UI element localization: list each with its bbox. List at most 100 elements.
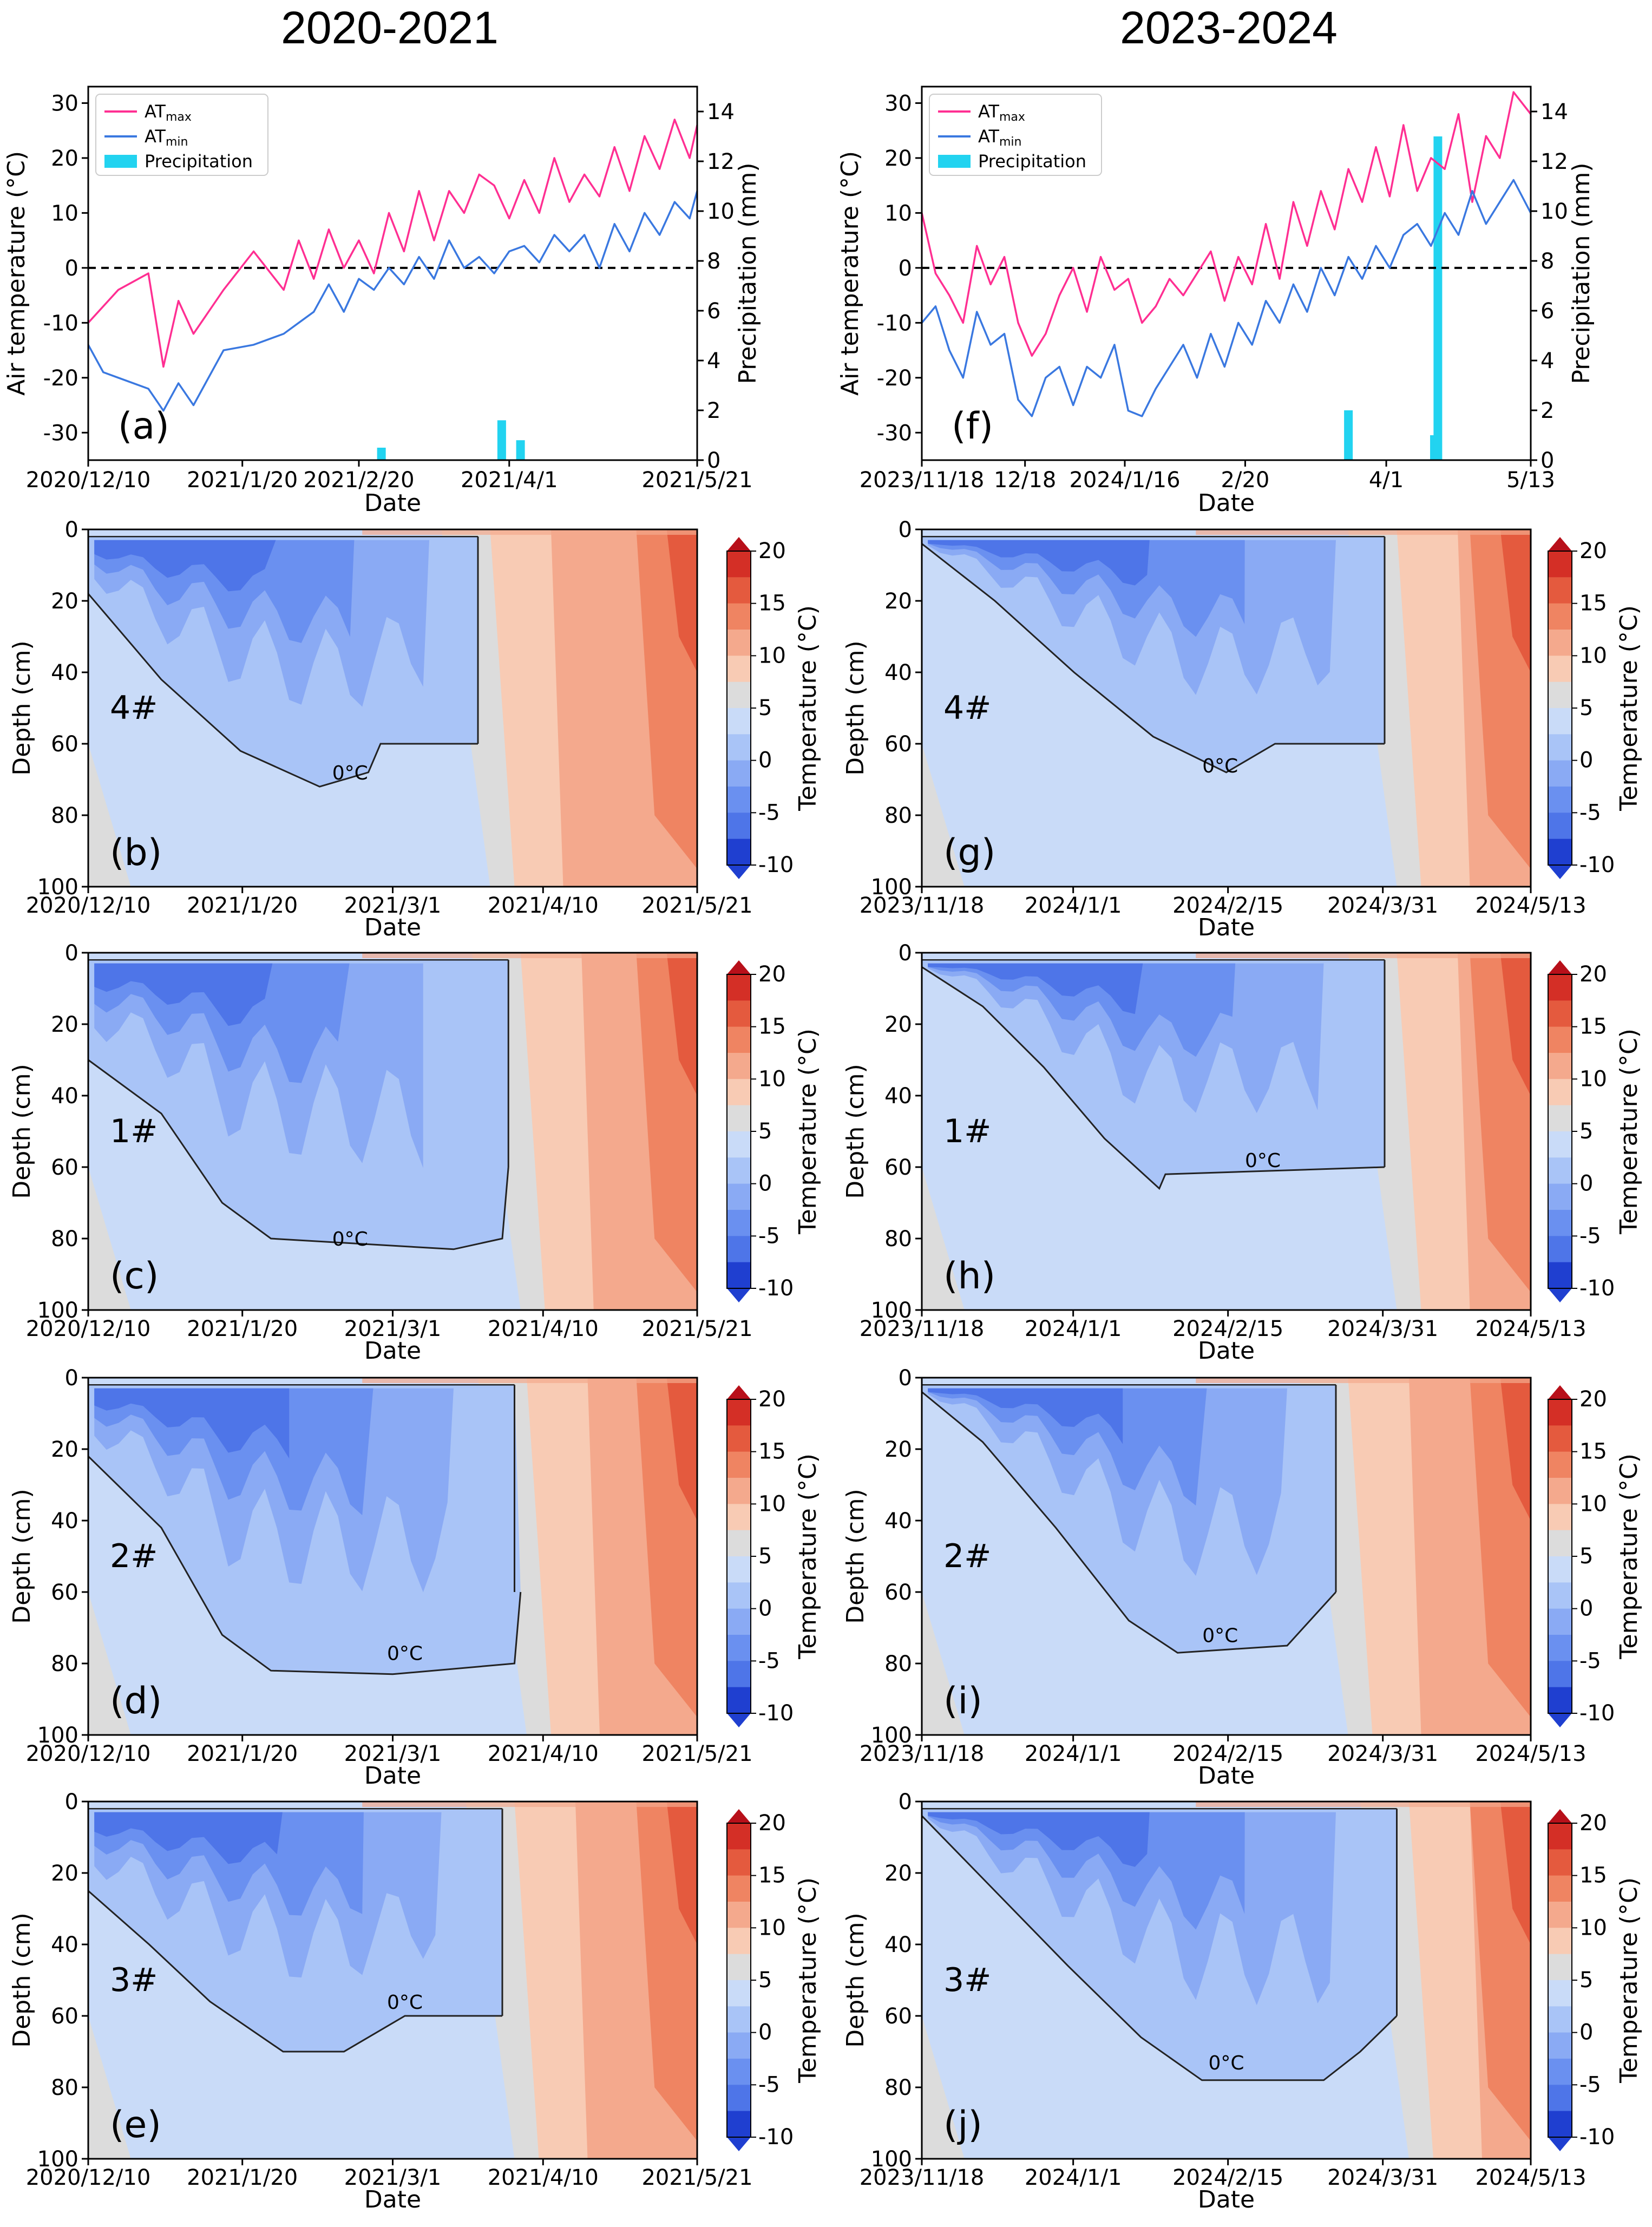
zero-isotherm-label: 0°C	[387, 1642, 423, 1665]
colorbar-extend-min	[1548, 1288, 1572, 1302]
colorbar-band	[727, 1530, 751, 1557]
colorbar-band	[1548, 813, 1572, 840]
atmax-line-point	[433, 239, 435, 241]
site-label: 2#	[943, 1537, 991, 1575]
y-axis-label: Air temperature (°C)	[3, 151, 30, 396]
colorbar-tick-label: 5	[1579, 696, 1593, 720]
colorbar-band	[727, 1210, 751, 1236]
x-tick-label: 2021/4/10	[488, 2165, 599, 2190]
site-label: 4#	[110, 689, 158, 727]
atmax-line-point	[343, 267, 345, 269]
atmin-line-point	[1444, 212, 1446, 214]
atmin-line-point	[673, 201, 676, 203]
atmin-line-point	[508, 250, 510, 252]
colorbar-band	[1548, 1980, 1572, 2007]
atmax-line-point	[1072, 267, 1074, 269]
site-label: 3#	[110, 1961, 158, 1999]
contour-band-5-10	[922, 744, 965, 887]
colorbar-band	[1548, 1849, 1572, 1876]
precip-bar	[1433, 136, 1443, 460]
x-tick-label: 2021/3/1	[344, 893, 442, 918]
atmin-line-point	[644, 212, 646, 214]
y-tick-label: 60	[884, 732, 912, 757]
y-tick-label: 100	[871, 1298, 912, 1323]
y-tick-label: 0	[65, 941, 78, 966]
atmin-line-point	[1127, 410, 1129, 412]
panel-letter: (e)	[110, 2104, 161, 2146]
atmax-line-point	[538, 212, 540, 214]
colorbar-band	[1548, 1262, 1572, 1289]
atmin-line-point	[598, 267, 600, 269]
panel-letter: (f)	[952, 405, 993, 448]
atmin-line-point	[1045, 377, 1047, 379]
panel-a: -30 -20 -10 0 10 20 30 0 2 4 6 8 10 12 14 2020/12/10 202…	[3, 86, 762, 517]
x-tick-label: 2024/1/1	[1025, 1741, 1122, 1766]
colorbar-tick-label: 15	[758, 591, 786, 616]
colorbar-band	[727, 787, 751, 813]
y-tick-label: -30	[877, 421, 912, 446]
x-tick-label: 2024/3/31	[1327, 1741, 1438, 1766]
atmax-line-point	[463, 212, 465, 214]
colorbar-label: Temperature (°C)	[794, 605, 822, 811]
y-tick-label: 100	[37, 2147, 78, 2172]
atmax-line-point	[493, 185, 495, 187]
zero-isotherm-line	[87, 593, 478, 788]
y-tick-label: 40	[884, 1084, 912, 1109]
atmin-line-point	[568, 250, 571, 252]
contour-band-5-10	[88, 744, 131, 887]
atmax-line-point	[418, 190, 420, 192]
atmax-line-point	[1127, 278, 1129, 280]
atmin-line-point	[962, 377, 964, 379]
atmax-line-point	[1237, 256, 1240, 258]
contour-band-25	[666, 529, 697, 672]
y-tick-label: 80	[51, 2075, 78, 2100]
y-tick-label: 10	[51, 201, 78, 226]
colorbar-band	[1548, 760, 1572, 787]
colorbar-band	[1548, 1425, 1572, 1452]
panel-letter: (c)	[110, 1255, 159, 1298]
atmax-line-point	[1306, 245, 1308, 247]
y-tick-label: 60	[884, 2004, 912, 2029]
y-tick-label: 40	[51, 1084, 78, 1109]
atmax-line-point	[478, 173, 480, 175]
atmin-line-point	[403, 283, 405, 285]
atmax-line-point	[1210, 250, 1212, 252]
colorbar-band	[1548, 2032, 1572, 2059]
colorbar-tick-label: -10	[758, 1701, 794, 1726]
atmax-line-point	[948, 294, 950, 297]
x-tick-label: 5/13	[1506, 468, 1555, 493]
atmax-line-point	[1086, 311, 1088, 313]
legend-box	[95, 94, 268, 176]
colorbar-band	[727, 974, 751, 1001]
colorbar-extend-max	[727, 960, 751, 974]
atmin-line-point	[1072, 404, 1074, 407]
colorbar-band	[1548, 1399, 1572, 1426]
atmax-line-point	[1375, 146, 1377, 148]
y-tick-label: 80	[884, 2075, 912, 2100]
atmax-line-point	[1182, 294, 1184, 297]
x-axis-label: Date	[364, 1762, 421, 1790]
atmin-line-point	[117, 377, 120, 379]
site-label: 2#	[110, 1537, 158, 1575]
colorbar-tick-label: 0	[758, 748, 772, 773]
legend-swatch	[104, 155, 137, 168]
y2-axis-label: Precipitation (mm)	[734, 162, 762, 384]
colorbar-band	[1548, 1053, 1572, 1079]
y2-tick-label: 10	[707, 199, 735, 224]
y-tick-label: 60	[884, 1580, 912, 1605]
atmin-line-point	[948, 349, 950, 351]
colorbar-band	[727, 2059, 751, 2085]
site-label: 4#	[943, 689, 991, 727]
colorbar-band	[1548, 1875, 1572, 1902]
colorbar-tick-label: 0	[1579, 748, 1593, 773]
y-tick-label: 60	[51, 1155, 78, 1180]
x-axis-label: Date	[1198, 1762, 1255, 1790]
colorbar-band	[1548, 1530, 1572, 1557]
colorbar-tick-label: -5	[1579, 2072, 1601, 2097]
atmax-line-point	[162, 366, 165, 368]
colorbar-band	[727, 2111, 751, 2138]
